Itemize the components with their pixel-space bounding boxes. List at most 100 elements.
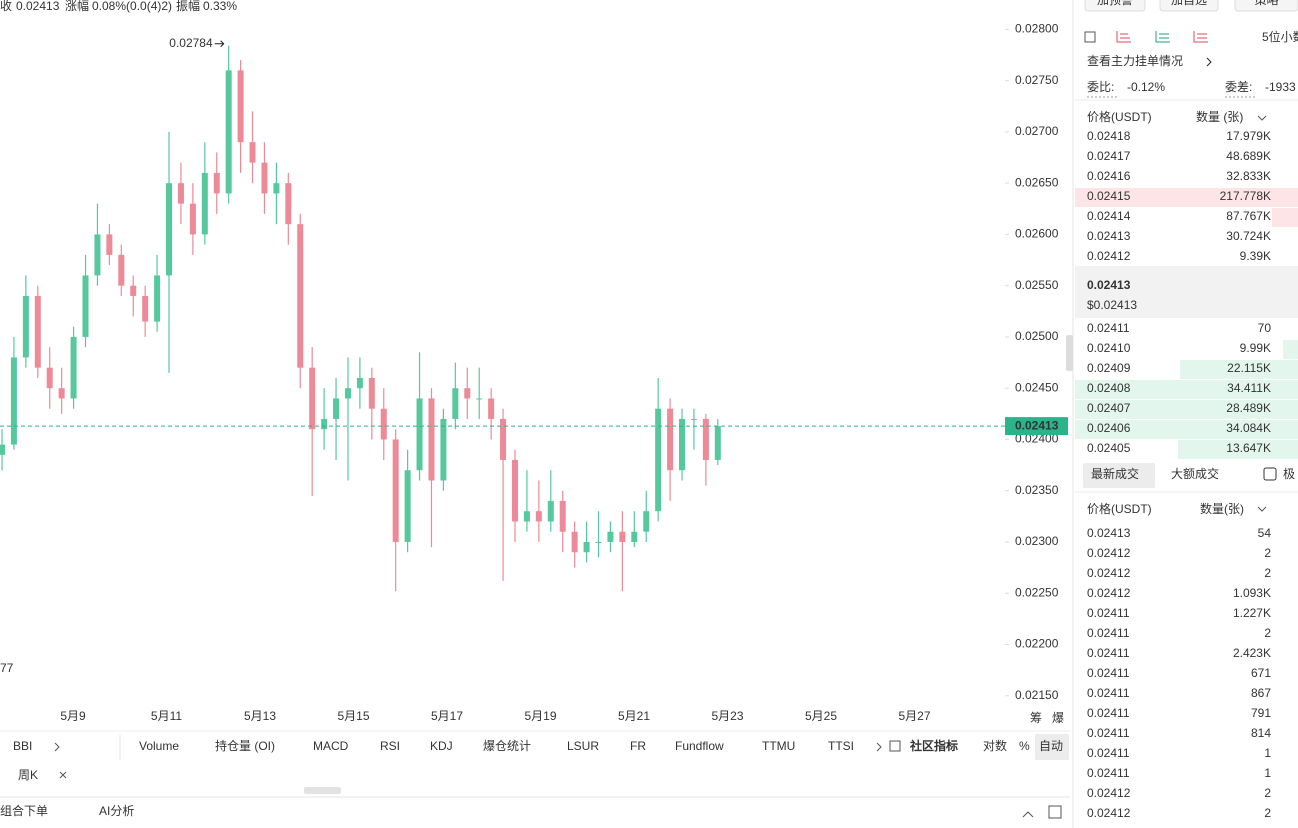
header-stat: 振幅 [176, 0, 200, 13]
ratio: -0.12% [1127, 80, 1165, 94]
trades-tab[interactable]: 大额成交 [1171, 466, 1219, 481]
candle-body [94, 234, 101, 276]
x-tick-label: 5月9 [60, 709, 86, 723]
panel-button[interactable] [1159, 0, 1219, 12]
indicator-tab[interactable]: KDJ [430, 739, 453, 753]
bid-price: 0.02411 [1087, 321, 1130, 335]
candle-body [46, 367, 53, 389]
bid-amount: 34.411K [1227, 381, 1271, 395]
trade-amount: 2 [1264, 786, 1271, 800]
candle-body [166, 183, 173, 276]
checkbox[interactable] [1263, 467, 1277, 481]
bid-price: 0.02410 [1087, 341, 1131, 355]
trade-price: 0.02411 [1087, 686, 1130, 700]
ratio-label: 委比: [1087, 80, 1114, 94]
trades-tab[interactable]: 最新成交 [1091, 466, 1139, 481]
trade-amount: 867 [1251, 686, 1271, 700]
bottom-tab[interactable]: AI分析 [99, 804, 134, 818]
indicator-tab[interactable]: TTMU [762, 739, 795, 753]
trade-amount: 2.423K [1233, 646, 1271, 660]
candle-body [523, 511, 530, 522]
candle-body [428, 398, 435, 481]
candle-body [476, 398, 483, 400]
indicator-tab[interactable]: 社区指标 [909, 738, 958, 753]
trade-price: 0.02411 [1087, 726, 1130, 740]
depth-bar [1075, 188, 1298, 207]
candle-body [583, 541, 590, 553]
chevron [1206, 57, 1212, 67]
ask-amount: 48.689K [1226, 149, 1271, 163]
depth-bar [1075, 400, 1298, 419]
last-price: 0.02413 [1087, 278, 1131, 292]
indicator-tab[interactable]: 爆仓统计 [483, 739, 531, 753]
bottom-tab[interactable]: 组合下单 [0, 803, 48, 818]
candle-body [130, 285, 137, 296]
resize-handle[interactable] [304, 787, 341, 794]
indicator-tab[interactable]: Volume [139, 739, 179, 753]
ask-price: 0.02417 [1087, 149, 1131, 163]
bid-amount: 9.99K [1240, 341, 1271, 355]
candle-body [679, 418, 686, 471]
trade-price: 0.02412 [1087, 806, 1131, 820]
indicator-tab[interactable]: RSI [380, 739, 400, 753]
x-tick-label: 5月23 [711, 709, 743, 723]
panel-button[interactable] [1084, 0, 1146, 12]
precision[interactable]: 5位小数 [1262, 29, 1298, 44]
trade-price: 0.02412 [1087, 566, 1131, 580]
x-tick-label: 5月25 [805, 709, 837, 723]
candle-body [213, 172, 220, 194]
panel-button[interactable] [1234, 0, 1298, 12]
candle-body [106, 234, 113, 255]
trade-amount: 54 [1258, 526, 1272, 540]
side-button[interactable]: 筹 [1030, 711, 1042, 725]
panel-button-label: 加预警 [1097, 0, 1133, 7]
auto-bg [1035, 734, 1069, 760]
candle-body [500, 418, 507, 460]
indicator-tab[interactable]: FR [630, 739, 646, 753]
collapse-icon[interactable] [1022, 811, 1034, 818]
axis-option[interactable]: 自动 [1039, 739, 1063, 753]
depth-bar [1075, 420, 1298, 439]
expand-icon[interactable] [1048, 805, 1062, 819]
candle-body [154, 275, 161, 322]
ask-price: 0.02415 [1087, 189, 1131, 203]
period-tab[interactable]: 周K [18, 768, 38, 782]
indicator-tab[interactable]: MACD [313, 739, 349, 753]
header-stat: 0.02413 [16, 0, 60, 13]
bid-amount: 28.489K [1226, 401, 1271, 415]
trade-amount: 791 [1251, 706, 1271, 720]
x-tick-label: 5月13 [244, 709, 276, 723]
side-button[interactable]: 爆 [1052, 711, 1064, 725]
trade-amount: 2 [1264, 546, 1271, 560]
indicator-tab[interactable]: Fundflow [675, 739, 724, 753]
candle-body [643, 511, 650, 532]
collapse-handle[interactable] [1066, 335, 1073, 371]
trade-price: 0.02413 [1087, 526, 1131, 540]
indicator-tab[interactable]: 持仓量 (OI) [215, 738, 275, 753]
indicator-tab[interactable]: LSUR [567, 739, 599, 753]
trade-price: 0.02411 [1087, 766, 1130, 780]
candle-body [142, 295, 149, 322]
candle-body [261, 162, 268, 194]
header-stat: 收 [0, 0, 12, 13]
candle-body [58, 388, 65, 399]
ask-price: 0.02412 [1087, 249, 1131, 263]
trade-price: 0.02411 [1087, 706, 1130, 720]
candle-body [607, 531, 614, 542]
trade-amount: 2 [1264, 566, 1271, 580]
trade-amount: 814 [1251, 726, 1271, 740]
depth-bar [1180, 360, 1298, 379]
main-orders-link[interactable]: 查看主力挂单情况 [1087, 54, 1183, 68]
candle-body [595, 541, 602, 543]
axis-option[interactable]: % [1019, 739, 1030, 753]
diff: -1933 [1265, 80, 1296, 94]
indicator-tab[interactable]: TTSI [828, 739, 854, 753]
bid-amount: 70 [1258, 321, 1272, 335]
y-tick-label: 0.02150 [1015, 688, 1059, 702]
indicator-tab[interactable]: BBI [13, 739, 32, 753]
x-tick-label: 5月11 [151, 709, 182, 723]
column-header: 价格(USDT) [1087, 501, 1152, 516]
trade-price: 0.02411 [1087, 626, 1130, 640]
axis-option[interactable]: 对数 [983, 738, 1007, 753]
